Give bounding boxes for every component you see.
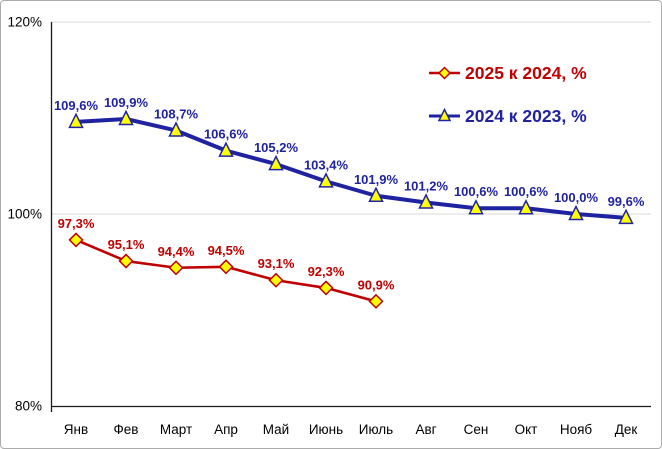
data-point-label: 101,2% xyxy=(404,178,449,193)
x-axis-category-label: Нояб xyxy=(560,422,593,437)
data-point-marker xyxy=(368,186,384,203)
x-axis-category-label: Апр xyxy=(214,422,238,437)
data-point-label: 100,6% xyxy=(504,184,549,199)
data-point-label: 94,4% xyxy=(158,244,195,259)
data-point-marker xyxy=(268,154,284,171)
data-point-marker xyxy=(118,253,134,269)
data-point-label: 99,6% xyxy=(608,194,645,209)
data-point-marker xyxy=(568,204,584,221)
data-point-label: 90,9% xyxy=(358,277,395,292)
data-point-label: 101,9% xyxy=(354,172,399,187)
y-axis-tick-label: 120% xyxy=(7,15,42,30)
data-point-marker xyxy=(168,121,184,137)
data-point-marker xyxy=(118,109,134,126)
data-point-label: 95,1% xyxy=(108,237,145,252)
data-point-marker xyxy=(218,141,234,157)
data-point-marker xyxy=(318,280,334,296)
data-point-label: 108,7% xyxy=(154,106,199,121)
x-axis-category-label: Авг xyxy=(415,422,436,437)
data-point-label: 100,6% xyxy=(454,184,499,199)
series-line xyxy=(75,116,627,220)
data-point-marker xyxy=(168,260,184,276)
x-axis-category-label: Июнь xyxy=(309,422,343,437)
data-point-label: 105,2% xyxy=(254,140,299,155)
data-point-label: 109,6% xyxy=(54,98,99,113)
data-point-marker xyxy=(618,208,634,225)
data-point-marker xyxy=(468,199,484,215)
legend-label: 2024 к 2023, % xyxy=(465,106,587,126)
data-point-label: 94,5% xyxy=(208,243,245,258)
data-point-marker xyxy=(518,199,534,215)
data-point-label: 106,6% xyxy=(204,127,249,142)
data-point-label: 97,3% xyxy=(58,216,95,231)
x-axis-category-label: Фев xyxy=(114,422,139,437)
data-point-label: 93,1% xyxy=(258,256,295,271)
data-point-marker xyxy=(318,172,334,188)
legend-marker xyxy=(437,107,452,122)
data-point-marker xyxy=(218,259,234,275)
data-point-marker xyxy=(368,293,384,309)
legend-marker xyxy=(437,66,452,80)
data-point-label: 100,0% xyxy=(554,190,599,205)
x-axis-category-label: Окт xyxy=(515,422,538,437)
y-axis-tick-label: 80% xyxy=(15,399,42,414)
data-point-label: 109,9% xyxy=(104,95,149,110)
x-axis-category-label: Дек xyxy=(615,422,638,437)
data-point-marker xyxy=(68,112,84,129)
legend-label: 2025 к 2024, % xyxy=(465,63,587,83)
y-axis-tick-label: 100% xyxy=(7,207,42,222)
x-axis-category-label: Сен xyxy=(464,422,489,437)
data-point-marker xyxy=(418,193,434,209)
data-point-marker xyxy=(68,232,84,248)
data-point-label: 103,4% xyxy=(304,157,349,172)
data-point-marker xyxy=(268,272,284,288)
x-axis-category-label: Янв xyxy=(64,422,88,437)
data-point-label: 92,3% xyxy=(308,264,345,279)
x-axis-category-label: Июль xyxy=(359,422,393,437)
x-axis-category-label: Май xyxy=(263,422,289,437)
x-axis-category-label: Март xyxy=(160,422,192,437)
